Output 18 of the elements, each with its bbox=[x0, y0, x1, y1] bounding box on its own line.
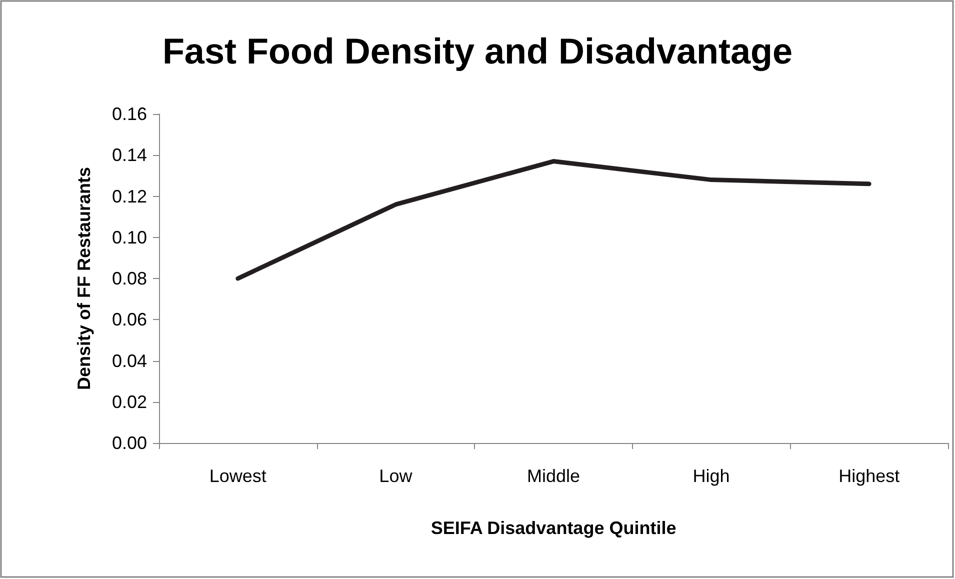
y-tick-label: 0.04 bbox=[112, 350, 147, 371]
y-tick-label: 0.06 bbox=[112, 310, 147, 330]
x-tick-label: Highest bbox=[838, 466, 900, 486]
y-tick-label: 0.10 bbox=[112, 227, 147, 248]
y-tick-label: 0.12 bbox=[112, 186, 147, 206]
y-tick-label: 0.00 bbox=[112, 433, 147, 453]
y-tick-label: 0.14 bbox=[112, 145, 147, 166]
x-tick-label: Middle bbox=[526, 466, 580, 486]
y-axis-title: Density of FF Restaurants bbox=[74, 166, 94, 390]
line-series bbox=[236, 159, 872, 281]
x-tick-label: High bbox=[692, 466, 730, 486]
x-tick-label: Low bbox=[379, 466, 414, 486]
x-tick-label: Lowest bbox=[209, 466, 266, 486]
y-tick-label: 0.02 bbox=[112, 392, 147, 412]
y-tick-label: 0.08 bbox=[112, 268, 147, 288]
x-axis-title: SEIFA Disadvantage Quintile bbox=[430, 518, 676, 538]
y-tick-label: 0.16 bbox=[112, 104, 147, 124]
chart-title: Fast Food Density and Disadvantage bbox=[162, 30, 793, 72]
